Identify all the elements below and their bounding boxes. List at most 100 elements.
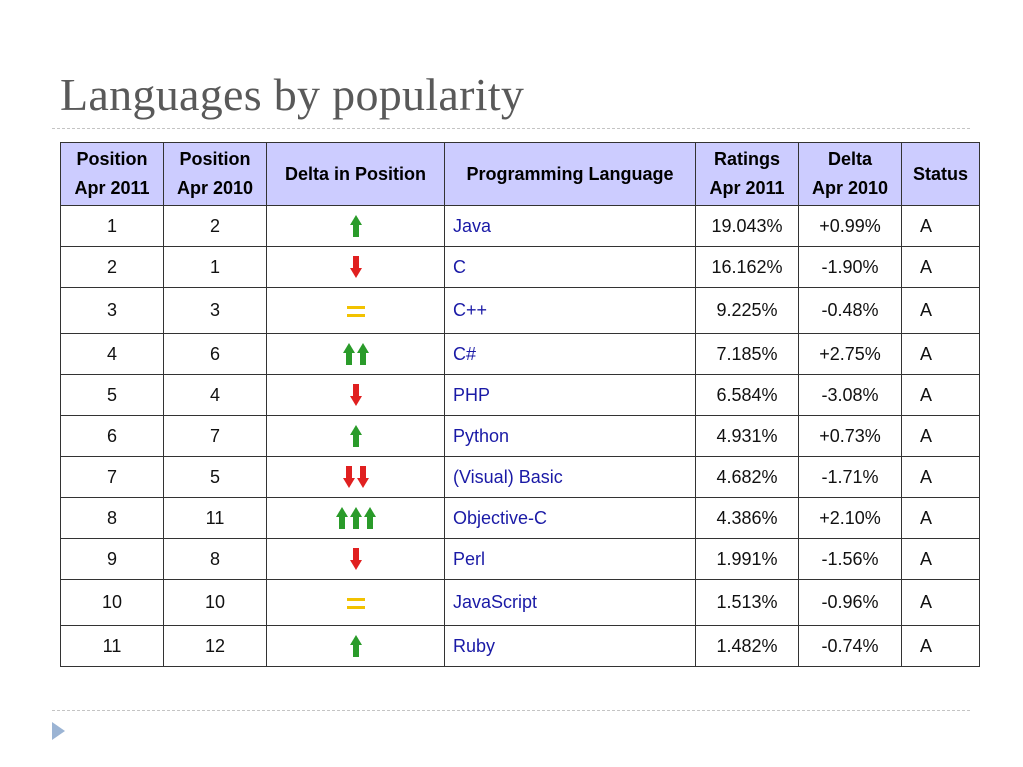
down-arrow-icon xyxy=(349,256,362,279)
header-position-2010-line2: Apr 2010 xyxy=(176,178,254,198)
delta-position-cell xyxy=(266,456,445,498)
rating-cell: 16.162% xyxy=(695,246,799,288)
header-position-2010: Position Apr 2010 xyxy=(163,142,267,206)
position-2010-cell: 8 xyxy=(163,538,267,580)
position-2011-cell: 7 xyxy=(60,456,164,498)
table-row: 5 4 PHP 6.584% -3.08% A xyxy=(60,374,980,416)
delta-cell: -3.08% xyxy=(798,374,902,416)
status-cell: A xyxy=(901,625,980,667)
status-cell: A xyxy=(901,415,980,457)
language-link[interactable]: C xyxy=(444,246,696,288)
table-row: 10 10 JavaScript 1.513% -0.96% A xyxy=(60,579,980,626)
delta-position-cell xyxy=(266,246,445,288)
position-2010-cell: 3 xyxy=(163,287,267,334)
delta-cell: +2.10% xyxy=(798,497,902,539)
delta-cell: +2.75% xyxy=(798,333,902,375)
table-row: 2 1 C 16.162% -1.90% A xyxy=(60,246,980,288)
header-ratings-line1: Ratings xyxy=(713,149,780,169)
up-arrow-icon xyxy=(349,635,362,658)
header-position-2011-line1: Position xyxy=(76,149,148,169)
language-link[interactable]: C# xyxy=(444,333,696,375)
rating-cell: 4.386% xyxy=(695,497,799,539)
header-ratings: Ratings Apr 2011 xyxy=(695,142,799,206)
down-arrow-icon xyxy=(349,548,362,571)
title-divider xyxy=(52,128,970,129)
delta-position-cell xyxy=(266,415,445,457)
slide-title: Languages by popularity xyxy=(60,69,525,120)
status-cell: A xyxy=(901,374,980,416)
delta-cell: -0.96% xyxy=(798,579,902,626)
status-cell: A xyxy=(901,579,980,626)
up-arrow-icon xyxy=(342,343,355,366)
position-2010-cell: 4 xyxy=(163,374,267,416)
position-2011-cell: 11 xyxy=(60,625,164,667)
rating-cell: 9.225% xyxy=(695,287,799,334)
position-2010-cell: 5 xyxy=(163,456,267,498)
table-row: 1 2 Java 19.043% +0.99% A xyxy=(60,205,980,247)
delta-cell: -0.74% xyxy=(798,625,902,667)
delta-cell: +0.99% xyxy=(798,205,902,247)
table-row: 6 7 Python 4.931% +0.73% A xyxy=(60,415,980,457)
language-link[interactable]: Java xyxy=(444,205,696,247)
down-arrow-icon xyxy=(342,466,355,489)
equal-sign-icon xyxy=(346,597,365,609)
footer-divider xyxy=(52,710,970,711)
up-arrow-icon xyxy=(349,507,362,530)
position-2011-cell: 5 xyxy=(60,374,164,416)
table-row: 3 3 C++ 9.225% -0.48% A xyxy=(60,287,980,334)
language-link[interactable]: Python xyxy=(444,415,696,457)
delta-cell: -1.56% xyxy=(798,538,902,580)
position-2011-cell: 2 xyxy=(60,246,164,288)
rating-cell: 6.584% xyxy=(695,374,799,416)
table-header-row: Position Apr 2011 Position Apr 2010 Delta … xyxy=(60,142,980,206)
delta-position-cell xyxy=(266,333,445,375)
language-popularity-table: Position Apr 2011 Position Apr 2010 Delta … xyxy=(60,142,980,667)
header-position-2011-line2: Apr 2011 xyxy=(74,178,150,198)
header-delta-in-position: Delta in Position xyxy=(266,142,445,206)
language-link[interactable]: PHP xyxy=(444,374,696,416)
delta-position-cell xyxy=(266,374,445,416)
header-status: Status xyxy=(901,142,980,206)
position-2011-cell: 8 xyxy=(60,497,164,539)
up-arrow-icon xyxy=(363,507,376,530)
position-2010-cell: 2 xyxy=(163,205,267,247)
header-programming-language: Programming Language xyxy=(444,142,696,206)
status-cell: A xyxy=(901,538,980,580)
rating-cell: 19.043% xyxy=(695,205,799,247)
position-2011-cell: 6 xyxy=(60,415,164,457)
delta-cell: -1.90% xyxy=(798,246,902,288)
status-cell: A xyxy=(901,287,980,334)
bullet-triangle-icon xyxy=(52,722,65,740)
header-delta-line2: Apr 2010 xyxy=(811,178,889,198)
table-row: 9 8 Perl 1.991% -1.56% A xyxy=(60,538,980,580)
position-2011-cell: 9 xyxy=(60,538,164,580)
position-2010-cell: 11 xyxy=(163,497,267,539)
down-arrow-icon xyxy=(349,384,362,407)
language-link[interactable]: Objective-C xyxy=(444,497,696,539)
up-arrow-icon xyxy=(349,425,362,448)
table-row: 8 11 Objective-C 4.386% +2.10% A xyxy=(60,497,980,539)
delta-position-cell xyxy=(266,497,445,539)
position-2011-cell: 10 xyxy=(60,579,164,626)
table-row: 7 5 (Visual) Basic 4.682% -1.71% A xyxy=(60,456,980,498)
language-link[interactable]: C++ xyxy=(444,287,696,334)
header-position-2010-line1: Position xyxy=(179,149,251,169)
down-arrow-icon xyxy=(356,466,369,489)
language-link[interactable]: JavaScript xyxy=(444,579,696,626)
rating-cell: 1.513% xyxy=(695,579,799,626)
status-cell: A xyxy=(901,205,980,247)
language-link[interactable]: Perl xyxy=(444,538,696,580)
delta-cell: +0.73% xyxy=(798,415,902,457)
up-arrow-icon xyxy=(335,507,348,530)
table-row: 11 12 Ruby 1.482% -0.74% A xyxy=(60,625,980,667)
language-link[interactable]: (Visual) Basic xyxy=(444,456,696,498)
header-position-2011: Position Apr 2011 xyxy=(60,142,164,206)
position-2010-cell: 12 xyxy=(163,625,267,667)
delta-position-cell xyxy=(266,538,445,580)
position-2011-cell: 4 xyxy=(60,333,164,375)
language-link[interactable]: Ruby xyxy=(444,625,696,667)
position-2010-cell: 7 xyxy=(163,415,267,457)
status-cell: A xyxy=(901,333,980,375)
delta-position-cell xyxy=(266,205,445,247)
delta-position-cell xyxy=(266,287,445,334)
